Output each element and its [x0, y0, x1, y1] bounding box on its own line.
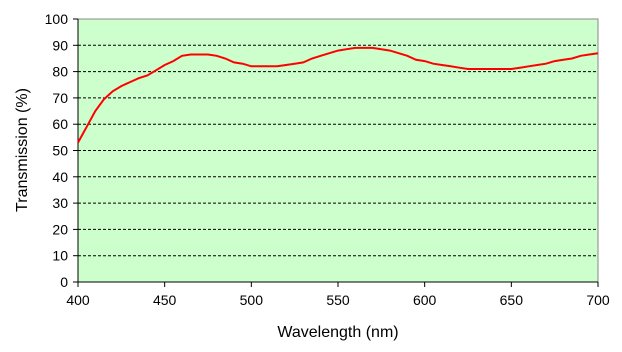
x-tick-label: 450 [153, 292, 177, 308]
y-tick-label: 40 [52, 169, 68, 185]
y-tick-label: 30 [52, 195, 68, 211]
x-tick-label: 400 [66, 292, 90, 308]
y-tick-label: 60 [52, 116, 68, 132]
y-tick-label: 70 [52, 90, 68, 106]
x-tick-label: 600 [413, 292, 437, 308]
y-tick-label: 50 [52, 143, 68, 159]
x-axis-title: Wavelength (nm) [277, 324, 398, 341]
x-tick-label: 500 [240, 292, 264, 308]
x-tick-label: 550 [326, 292, 350, 308]
y-tick-label: 0 [60, 274, 68, 290]
y-tick-label: 10 [52, 248, 68, 264]
y-tick-label: 100 [45, 11, 69, 27]
axes [73, 18, 599, 287]
y-axis-title: Transmission (%) [14, 88, 31, 212]
y-tick-label: 20 [52, 221, 68, 237]
x-tick-label: 650 [500, 292, 524, 308]
y-tick-label: 80 [52, 64, 68, 80]
y-tick-labels: 0 10 20 30 40 50 60 70 80 90 100 [45, 11, 69, 290]
transmission-series-line [77, 46, 599, 144]
grid-lines [78, 44, 598, 257]
x-tick-label: 700 [586, 292, 610, 308]
x-tick-labels: 400 450 500 550 600 650 700 [66, 292, 610, 308]
y-tick-label: 90 [52, 37, 68, 53]
